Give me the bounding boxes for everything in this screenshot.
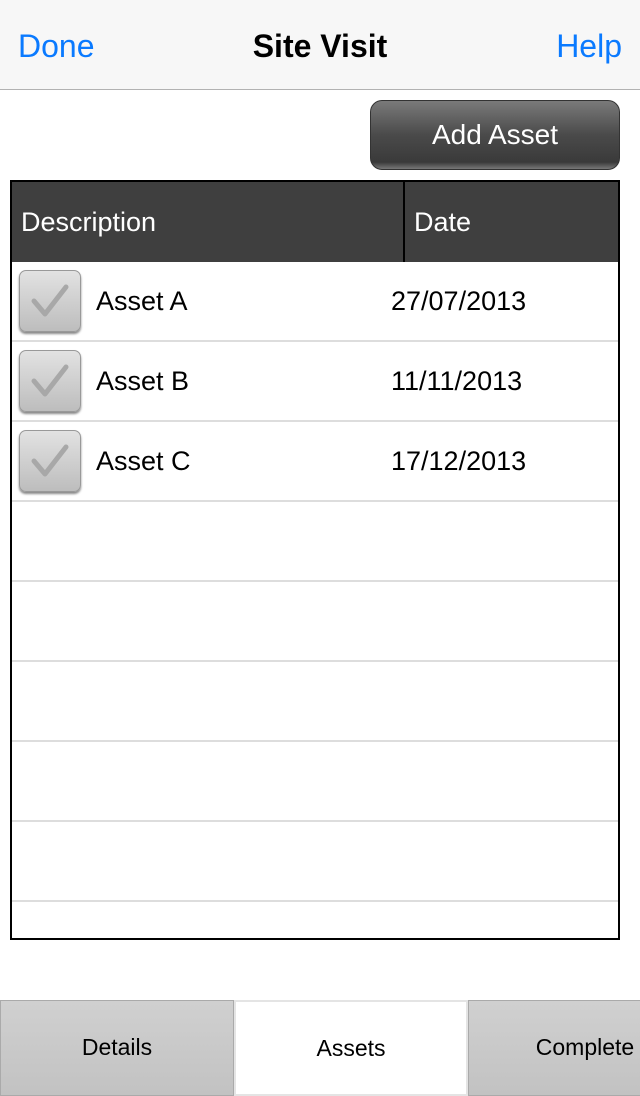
empty-row xyxy=(12,582,618,662)
help-button[interactable]: Help xyxy=(556,28,622,64)
table-row[interactable]: Asset A 27/07/2013 xyxy=(12,262,618,342)
table-header: Description Date xyxy=(12,182,618,262)
assets-table: Description Date Asset A 27/07/2013 Asse… xyxy=(10,180,620,940)
navigation-bar: Done Site Visit Help xyxy=(0,0,640,90)
checkmark-icon xyxy=(31,364,69,397)
column-header-description: Description xyxy=(12,182,405,262)
empty-row xyxy=(12,662,618,742)
table-row[interactable]: Asset B 11/11/2013 xyxy=(12,342,618,422)
asset-description: Asset B xyxy=(96,365,190,396)
column-header-date: Date xyxy=(414,207,472,237)
asset-description: Asset C xyxy=(96,445,191,476)
checkmark-icon xyxy=(31,444,69,477)
add-asset-button[interactable]: Add Asset xyxy=(370,100,620,170)
done-button[interactable]: Done xyxy=(18,28,95,64)
page-title: Site Visit xyxy=(252,28,388,64)
checkbox[interactable] xyxy=(19,270,81,332)
tab-bar: Details Assets Complete xyxy=(0,1000,640,1096)
table-row[interactable]: Asset C 17/12/2013 xyxy=(12,422,618,502)
tab-details[interactable]: Details xyxy=(0,1000,234,1096)
empty-row xyxy=(12,502,618,582)
asset-date: 27/07/2013 xyxy=(391,285,527,316)
checkbox[interactable] xyxy=(19,430,81,492)
tab-assets[interactable]: Assets xyxy=(234,1000,468,1096)
checkmark-icon xyxy=(31,284,69,317)
asset-date: 11/11/2013 xyxy=(391,365,523,396)
asset-description: Asset A xyxy=(96,285,188,316)
checkbox[interactable] xyxy=(19,350,81,412)
empty-row xyxy=(12,742,618,822)
empty-row xyxy=(12,902,618,938)
asset-date: 17/12/2013 xyxy=(391,445,527,476)
tab-complete[interactable]: Complete xyxy=(468,1000,640,1096)
empty-row xyxy=(12,822,618,902)
